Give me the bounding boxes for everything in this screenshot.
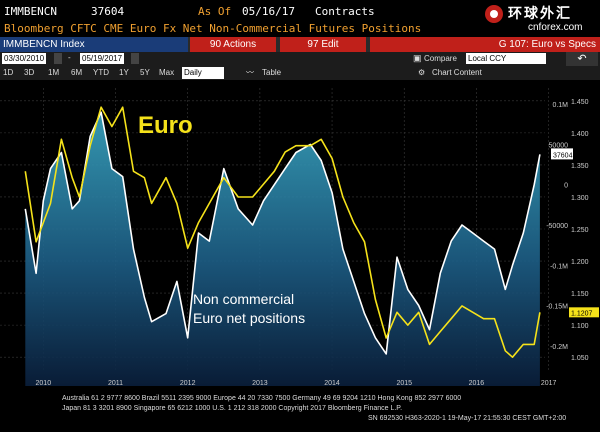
description-line: Bloomberg CFTC CME Euro Fx Net Non-Comme… [0, 22, 600, 36]
last-positions-value: 37604 [553, 152, 573, 159]
period-5y[interactable]: 5Y [140, 68, 150, 77]
ticker-value: 37604 [91, 5, 125, 18]
frequency-select[interactable]: Daily [182, 67, 224, 79]
positions-area [25, 112, 540, 386]
x-axis-ticks: 2010 2011 2012 2013 2014 2015 2016 2017 [36, 380, 557, 387]
left-tick-label: 0 [564, 183, 568, 190]
x-tick-label: 2014 [324, 380, 340, 387]
calendar-icon[interactable] [54, 53, 62, 64]
left-tick-label: 50000 [549, 142, 569, 149]
positions-annotation-line2: Euro net positions [193, 310, 305, 326]
period-3d[interactable]: 3D [24, 68, 35, 77]
left-tick-label: 0.1M [552, 102, 568, 109]
cnforex-logo: 环球外汇 cnforex.com [484, 0, 600, 40]
compare-icon[interactable]: ▣ [413, 53, 422, 63]
right-tick-label: 1.350 [571, 163, 589, 170]
index-field[interactable]: IMMBENCN Index [0, 37, 188, 52]
compare-label[interactable]: Compare [424, 54, 457, 63]
positions-annotation-line1: Non commercial [193, 291, 294, 307]
left-tick-label: -0.2M [550, 344, 568, 351]
edit-button[interactable]: 97 Edit [280, 37, 366, 52]
x-tick-label: 2016 [469, 380, 485, 387]
units-label: Contracts [315, 5, 375, 18]
right-tick-label: 1.150 [571, 291, 589, 298]
positions-area-fill [25, 112, 540, 386]
left-tick-label: -0.1M [550, 263, 568, 270]
series-lines [24, 106, 541, 358]
chart-title-button[interactable]: G 107: Euro vs Specs [370, 37, 600, 52]
line-chart-icon[interactable]: 〰 [246, 68, 254, 77]
ticker: IMMBENCN [4, 5, 57, 18]
period-6m[interactable]: 6M [71, 68, 83, 77]
currency-select[interactable]: Local CCY [466, 53, 546, 64]
x-tick-label: 2012 [180, 380, 196, 387]
x-tick-label: 2010 [36, 380, 52, 387]
period-ytd[interactable]: YTD [93, 68, 109, 77]
euro-annotation: Euro [138, 112, 193, 139]
euro-line [24, 106, 541, 358]
back-icon[interactable]: ↶ [566, 52, 598, 66]
last-value-labels: 37604 1.1207 [551, 148, 599, 318]
logo-site: cnforex.com [528, 22, 583, 33]
right-tick-label: 1.250 [571, 227, 589, 234]
footer-line-3: SN 692530 H363-2020-1 19-May-17 21:55:30… [368, 415, 567, 422]
chart-content-button[interactable]: Chart Content [432, 68, 482, 77]
date-bar: 03/30/2010 - 05/19/2017 ▣ Compare Local … [0, 52, 600, 66]
right-tick-label: 1.450 [571, 99, 589, 106]
right-tick-label: 1.400 [571, 131, 589, 138]
right-tick-label: 1.100 [571, 323, 589, 330]
start-date-field[interactable]: 03/30/2010 [2, 53, 47, 64]
actions-button[interactable]: 90 Actions [190, 37, 276, 52]
last-euro-value: 1.1207 [571, 310, 593, 317]
footer: Australia 61 2 9777 8600 Brazil 5511 239… [0, 389, 600, 432]
footer-line-1: Australia 61 2 9777 8600 Brazil 5511 239… [62, 395, 462, 402]
last-euro-box [569, 307, 599, 318]
x-tick-label: 2013 [252, 380, 268, 387]
x-tick-label: 2017 [541, 380, 557, 387]
left-tick-label: -0.15M [546, 304, 568, 311]
x-tick-label: 2011 [108, 380, 123, 387]
end-date-field[interactable]: 05/19/2017 [80, 53, 125, 64]
x-tick-label: 2015 [396, 380, 412, 387]
series-description: Bloomberg CFTC CME Euro Fx Net Non-Comme… [4, 22, 422, 35]
annotations: Euro Non commercial Euro net positions [138, 112, 305, 326]
right-tick-label: 1.050 [571, 355, 589, 362]
toolbar: IMMBENCN Index 90 Actions 97 Edit G 107:… [0, 37, 600, 52]
positions-line [24, 111, 541, 355]
period-1d[interactable]: 1D [3, 68, 14, 77]
left-axis-ticks: 0.1M 50000 0 -50000 -0.1M -0.15M -0.2M [546, 102, 568, 351]
right-tick-label: 1.300 [571, 195, 589, 202]
terminal-header: IMMBENCN 37604 As Of 05/16/17 Contracts [0, 0, 600, 22]
right-tick-label: 1.200 [571, 259, 589, 266]
as-of-label: As Of [198, 5, 232, 18]
period-bar: 1D 3D 1M 6M YTD 1Y 5Y Max Daily 〰 Table … [0, 66, 600, 80]
period-max[interactable]: Max [159, 68, 175, 77]
gear-icon[interactable]: ⚙ [418, 68, 426, 77]
period-1m[interactable]: 1M [48, 68, 60, 77]
logo-mark-icon [485, 5, 503, 23]
logo-text: 环球外汇 [508, 6, 572, 22]
calendar-icon[interactable] [131, 53, 139, 64]
as-of-date: 05/16/17 [242, 5, 295, 18]
period-1y[interactable]: 1Y [119, 68, 129, 77]
left-tick-label: -50000 [546, 223, 568, 230]
last-positions-box [551, 148, 573, 160]
footer-line-2: Japan 81 3 3201 8900 Singapore 65 6212 1… [62, 405, 403, 412]
right-axis-ticks: 1.450 1.400 1.350 1.300 1.250 1.200 1.150 1.100… [571, 99, 589, 362]
table-button[interactable]: Table [262, 68, 282, 77]
euro-vs-specs-chart: 2010 2011 2012 2013 2014 2015 2016 2017 1.4501.… [0, 80, 599, 389]
